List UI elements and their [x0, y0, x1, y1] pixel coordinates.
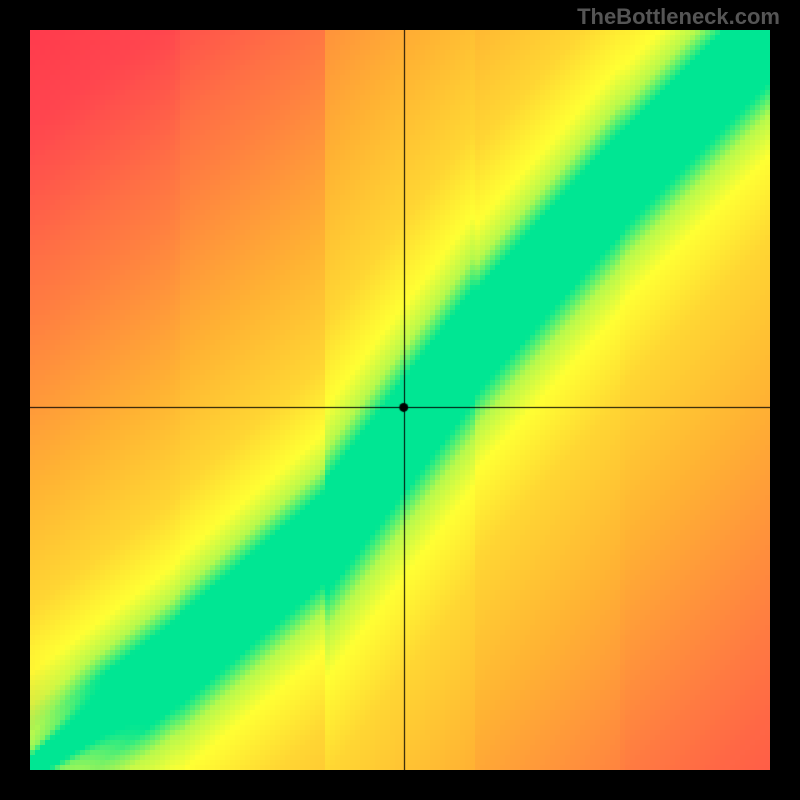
chart-container: TheBottleneck.com — [0, 0, 800, 800]
watermark-text: TheBottleneck.com — [577, 4, 780, 30]
bottleneck-heatmap — [30, 30, 770, 770]
